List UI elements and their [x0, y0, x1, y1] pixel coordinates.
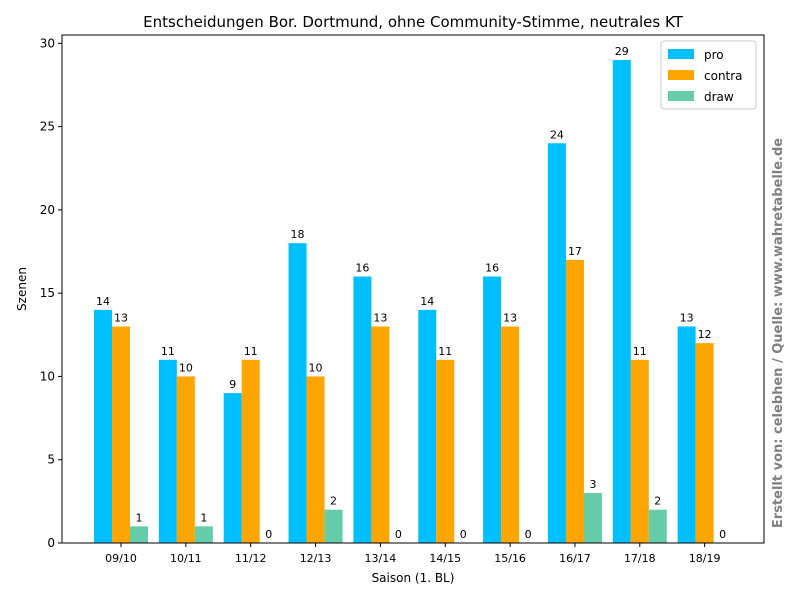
data-label-pro-6: 14 [420, 295, 434, 308]
legend: pro contra draw [660, 40, 757, 110]
data-label-contra-8: 17 [568, 245, 582, 258]
data-label-pro-5: 16 [355, 262, 369, 275]
bar-draw-2 [194, 526, 213, 543]
data-label-pro-10: 13 [680, 311, 694, 324]
data-label-pro-4: 18 [291, 228, 305, 241]
data-label-contra-1: 13 [114, 311, 128, 324]
bar-draw-8 [583, 493, 602, 543]
plot-area: 1413111101911018102161301411016130241732… [40, 34, 765, 565]
bar-draw-4 [324, 509, 343, 543]
data-label-draw-7: 0 [525, 528, 532, 541]
data-label-draw-8: 3 [589, 478, 596, 491]
bar-draw-9 [648, 509, 667, 543]
y-tick-label-3: 10 [40, 369, 55, 383]
bar-contra-7 [501, 326, 520, 543]
bar-contra-4 [306, 376, 325, 543]
bar-contra-8 [565, 259, 584, 543]
bar-pro-2 [158, 359, 177, 543]
y-tick-label-7: 30 [40, 36, 55, 50]
x-axis-label: Saison (1. BL) [372, 571, 455, 585]
bar-pro-8 [547, 143, 566, 543]
data-label-draw-4: 2 [330, 495, 337, 508]
bar-pro-9 [612, 59, 631, 543]
bar-pro-4 [288, 243, 307, 543]
data-label-pro-7: 16 [485, 262, 499, 275]
chart-title: Entscheidungen Bor. Dortmund, ohne Commu… [143, 13, 683, 31]
bar-pro-1 [94, 309, 112, 543]
y-tick-label-4: 15 [40, 286, 55, 300]
bar-contra-10 [695, 343, 714, 543]
x-tick-label-3: 11/12 [235, 552, 267, 565]
bar-pro-7 [483, 276, 502, 543]
data-label-pro-1: 14 [96, 295, 110, 308]
bar-pro-6 [418, 309, 437, 543]
data-label-pro-8: 24 [550, 128, 564, 141]
data-label-draw-3: 0 [265, 528, 272, 541]
data-label-contra-3: 11 [244, 345, 258, 358]
legend-label-draw: draw [704, 90, 734, 104]
data-label-draw-1: 1 [136, 511, 143, 524]
axes-frame [61, 34, 765, 544]
data-label-draw-10: 0 [719, 528, 726, 541]
data-label-pro-2: 11 [161, 345, 175, 358]
x-tick-label-8: 16/17 [559, 552, 591, 565]
bar-pro-3 [223, 393, 242, 543]
legend-swatch-contra [668, 70, 694, 80]
bar-pro-10 [677, 326, 696, 543]
x-tick-label-10: 18/19 [689, 552, 721, 565]
y-tick-label-2: 5 [47, 453, 55, 467]
legend-swatch-pro [668, 49, 694, 59]
x-tick-label-2: 10/11 [170, 552, 202, 565]
data-label-draw-9: 2 [654, 495, 661, 508]
bar-contra-5 [371, 326, 390, 543]
x-tick-label-1: 09/10 [105, 552, 137, 565]
x-tick-label-9: 17/18 [624, 552, 656, 565]
bar-pro-5 [353, 276, 372, 543]
bar-contra-1 [112, 326, 130, 543]
data-label-draw-6: 0 [460, 528, 467, 541]
y-tick-label-1: 0 [47, 536, 55, 550]
data-label-pro-3: 9 [229, 378, 236, 391]
y-tick-label-5: 20 [40, 203, 55, 217]
data-label-contra-6: 11 [438, 345, 452, 358]
data-label-contra-5: 13 [373, 311, 387, 324]
x-tick-label-4: 12/13 [300, 552, 332, 565]
data-label-pro-9: 29 [615, 45, 629, 58]
bar-contra-3 [241, 359, 260, 543]
data-label-contra-2: 10 [179, 361, 193, 374]
data-label-contra-10: 12 [698, 328, 712, 341]
x-tick-label-5: 13/14 [365, 552, 397, 565]
legend-label-pro: pro [704, 48, 724, 62]
x-tick-label-6: 14/15 [429, 552, 461, 565]
data-label-contra-9: 11 [633, 345, 647, 358]
bar-draw-1 [130, 526, 148, 543]
legend-label-contra: contra [704, 69, 743, 83]
data-label-contra-4: 10 [309, 361, 323, 374]
y-tick-label-6: 25 [40, 120, 55, 134]
bar-contra-2 [176, 376, 195, 543]
watermark: Erstellt von: celebhen / Quelle: www.wah… [771, 138, 786, 528]
x-tick-label-7: 15/16 [494, 552, 526, 565]
bar-contra-6 [436, 359, 455, 543]
y-axis-label: Szenen [15, 267, 29, 311]
data-label-contra-7: 13 [503, 311, 517, 324]
bar-contra-9 [630, 359, 649, 543]
legend-swatch-draw [668, 91, 694, 101]
data-label-draw-5: 0 [395, 528, 402, 541]
data-label-draw-2: 1 [200, 511, 207, 524]
